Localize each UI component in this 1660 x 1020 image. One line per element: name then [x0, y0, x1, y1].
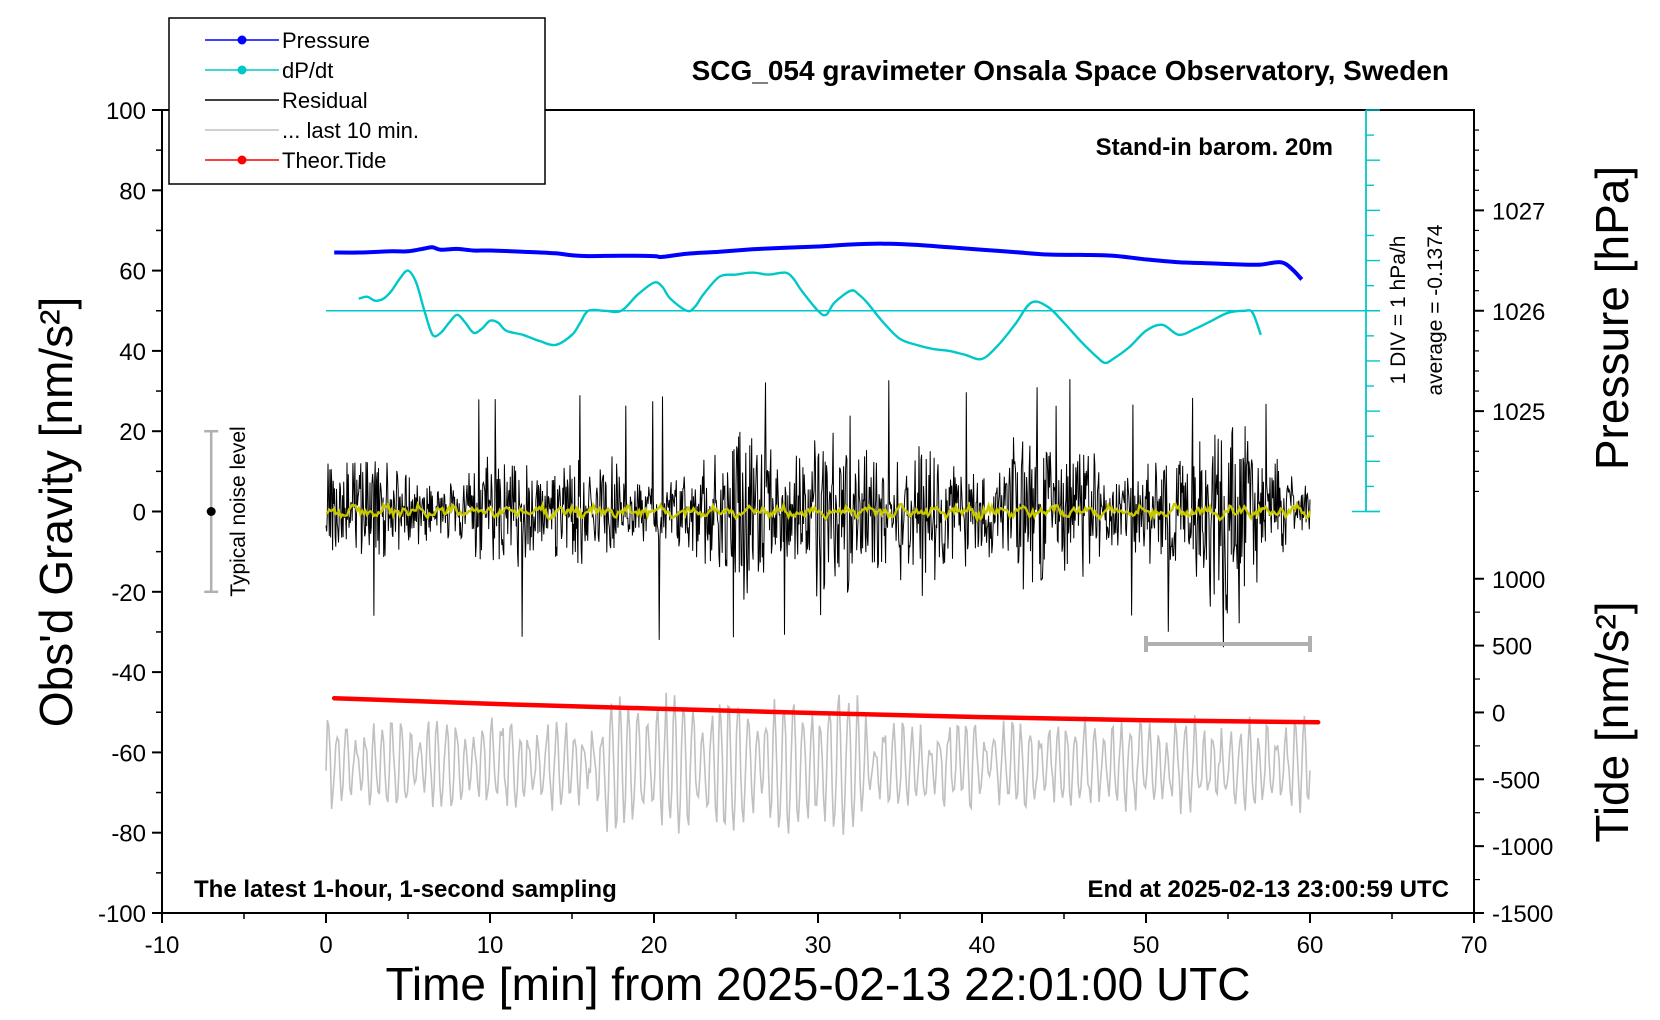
tide-tick-label: 0 — [1492, 700, 1505, 727]
tide-axis-title: Tide [nm/s²] — [1586, 601, 1638, 842]
pressure-tick-label: 1025 — [1492, 399, 1545, 426]
pressure-tick-label: 1027 — [1492, 198, 1545, 225]
end-time-label: End at 2025-02-13 23:00:59 UTC — [1088, 876, 1450, 903]
tide-tick-label: 500 — [1492, 634, 1532, 661]
x-tick-label: 40 — [969, 932, 996, 959]
pressure-axis-title: Pressure [hPa] — [1586, 166, 1638, 470]
latest-hour-label: The latest 1-hour, 1-second sampling — [194, 876, 617, 903]
x-tick-label: 60 — [1297, 932, 1324, 959]
average-label: average = -0.1374 — [1424, 224, 1447, 395]
y-tick-label: 20 — [119, 419, 146, 446]
dpdt-line — [358, 269, 1262, 365]
pressure-tick-label: 1026 — [1492, 299, 1545, 326]
tide-line — [331, 695, 1321, 725]
y-tick-label: 60 — [119, 259, 146, 286]
tide-tick-label: 1000 — [1492, 567, 1545, 594]
legend-label: Residual — [282, 88, 368, 113]
x-tick-label: 70 — [1461, 932, 1488, 959]
y-tick-label: 80 — [119, 178, 146, 205]
x-tick-label: 30 — [805, 932, 832, 959]
div-scale-label: 1 DIV = 1 hPa/h — [1387, 236, 1410, 385]
last-10min-line — [325, 692, 1311, 835]
x-tick-label: 10 — [477, 932, 504, 959]
tide-tick-label: -500 — [1492, 767, 1540, 794]
y-tick-label: 40 — [119, 339, 146, 366]
tide-tick-label: -1000 — [1492, 834, 1553, 861]
labels-layer: -10 0 10 20 30 40 50 60 70100806040200-20-40-60-… — [30, 17, 1638, 1010]
legend-label: ... last 10 min. — [282, 118, 419, 143]
legend-label: Pressure — [282, 28, 370, 53]
y-tick-label: -40 — [111, 660, 146, 687]
series-layer — [204, 241, 1321, 835]
stand-in-label: Stand-in barom. 20m — [1096, 134, 1333, 161]
noise-level-dot — [206, 507, 216, 516]
y-tick-label: 100 — [106, 98, 146, 125]
x-tick-label: -10 — [145, 932, 180, 959]
legend-marker — [237, 155, 247, 165]
legend-marker — [237, 65, 247, 75]
y-tick-label: -20 — [111, 580, 146, 607]
y-axis-title: Obs'd Gravity [nm/s²] — [30, 297, 82, 728]
pressure-line — [334, 241, 1304, 281]
x-tick-label: 20 — [641, 932, 668, 959]
legend-box — [168, 17, 546, 185]
x-axis-title: Time [min] from 2025-02-13 22:01:00 UTC — [386, 958, 1251, 1010]
x-tick-label: 0 — [319, 932, 332, 959]
tide-tick-label: -1500 — [1492, 901, 1553, 928]
y-tick-label: -60 — [111, 740, 146, 767]
y-tick-label: 0 — [133, 500, 146, 527]
chart-title: SCG_054 gravimeter Onsala Space Observat… — [692, 55, 1449, 86]
residual-smoothed-line — [325, 500, 1312, 524]
legend-label: dP/dt — [282, 58, 333, 83]
y-tick-label: -100 — [98, 901, 146, 928]
legend-marker — [237, 35, 247, 45]
residual-line — [325, 379, 1311, 648]
y-tick-label: -80 — [111, 821, 146, 848]
legend-label: Theor.Tide — [282, 148, 386, 173]
x-tick-label: 50 — [1133, 932, 1160, 959]
axes-layer — [152, 109, 1484, 923]
noise-level-label: Typical noise level — [227, 426, 250, 596]
